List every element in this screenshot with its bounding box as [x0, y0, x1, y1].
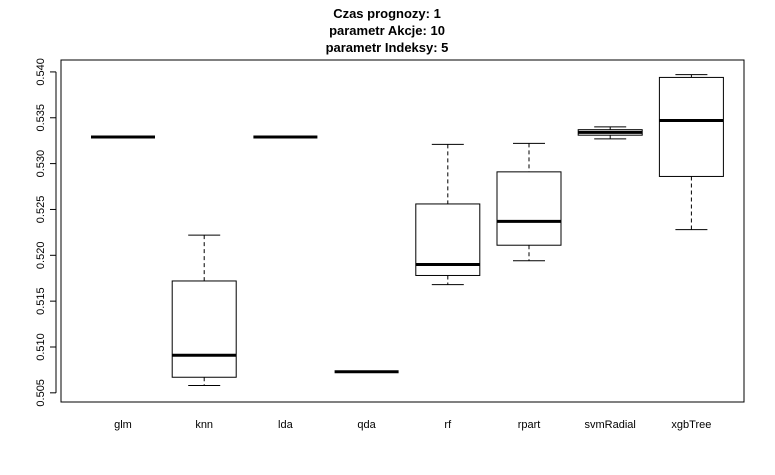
x-tick-label-lda: lda: [278, 419, 294, 431]
box-series: [91, 74, 724, 386]
x-tick-label-qda: qda: [357, 419, 376, 431]
y-tick-label: 0.530: [35, 150, 47, 178]
chart-title-line-1: Czas prognozy: 1: [333, 6, 441, 21]
box-iqr: [171, 280, 237, 378]
box-iqr: [658, 76, 724, 177]
y-axis: 0.505 0.510 0.515 0.520 0.525 0.530 0.535 0.540: [35, 58, 57, 407]
box-knn: [171, 234, 237, 386]
chart-title-line-3: parametr Indeksy: 5: [326, 40, 449, 55]
chart-title: Czas prognozy: 1 parametr Akcje: 10 para…: [326, 6, 449, 55]
box-rf: [415, 143, 481, 286]
x-tick-label-rpart: rpart: [518, 419, 541, 431]
y-tick-label: 0.510: [35, 333, 47, 361]
x-tick-label-knn: knn: [195, 419, 213, 431]
x-tick-label-rf: rf: [444, 419, 452, 431]
box-xgbTree: [658, 74, 724, 231]
y-tick-label: 0.540: [35, 58, 47, 86]
plot-frame: [60, 59, 745, 403]
x-tick-label-glm: glm: [114, 419, 132, 431]
x-tick-label-xgbTree: xgbTree: [671, 419, 711, 431]
chart-title-line-2: parametr Akcje: 10: [329, 23, 445, 38]
y-tick-label: 0.535: [35, 104, 47, 132]
y-tick-label: 0.520: [35, 242, 47, 270]
y-tick-label: 0.505: [35, 379, 47, 407]
box-iqr: [496, 171, 562, 246]
box-svmRadial: [577, 126, 643, 140]
y-tick-label: 0.515: [35, 287, 47, 315]
y-tick-label: 0.525: [35, 196, 47, 224]
x-tick-label-svmRadial: svmRadial: [585, 419, 636, 431]
box-rpart: [496, 142, 562, 262]
x-axis: glm knn lda qda rf rpart svmRadial xgbTree: [114, 419, 711, 431]
